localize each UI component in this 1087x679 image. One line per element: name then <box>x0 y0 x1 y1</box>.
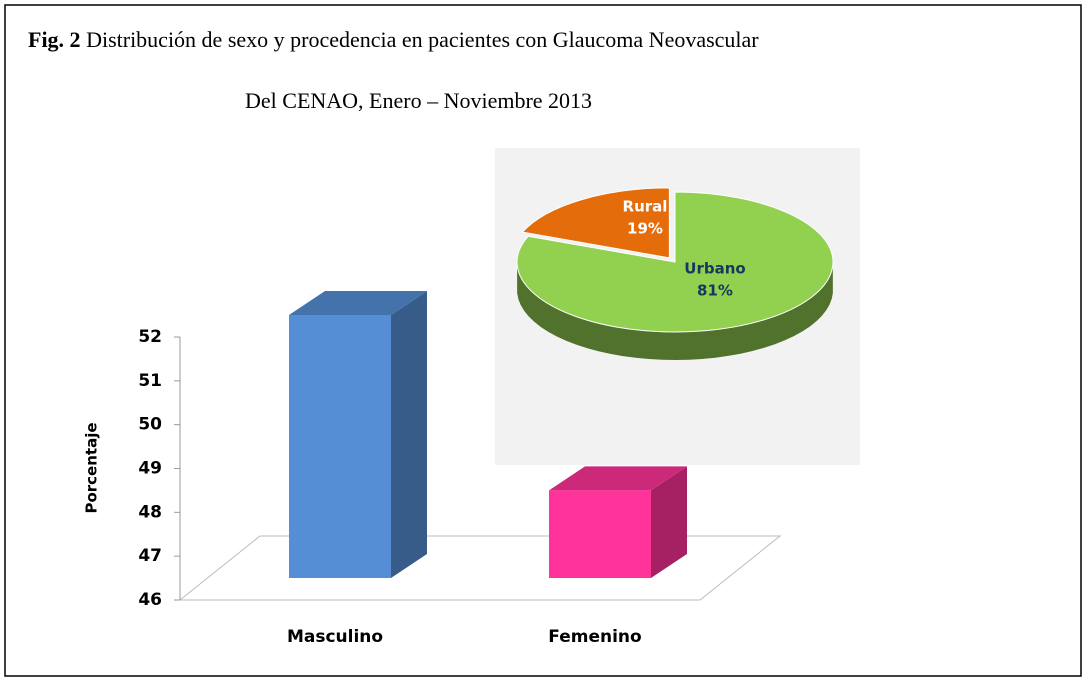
x-tick-label: Femenino <box>548 627 641 647</box>
y-tick-label: 47 <box>138 546 162 566</box>
title: Distribución de sexo y procedencia en pa… <box>86 27 759 52</box>
pie-slice <box>516 191 834 360</box>
bar <box>289 315 391 578</box>
bar-top <box>549 466 687 491</box>
bar <box>549 490 651 578</box>
pie-label: Urbano <box>684 260 745 278</box>
pie-value-label: 19% <box>627 220 663 238</box>
bar-side <box>651 466 687 578</box>
y-tick-label: 52 <box>138 327 162 347</box>
y-tick-label: 49 <box>138 459 162 479</box>
pie-slice-top <box>516 191 834 333</box>
floor <box>178 535 782 601</box>
subtitle: Del CENAO, Enero – Noviembre 2013 <box>245 88 592 113</box>
bar-top <box>289 291 427 315</box>
x-tick-label: Masculino <box>287 627 383 647</box>
pie-slice-top <box>521 187 670 259</box>
pie-label: Rural <box>623 198 668 216</box>
y-tick-label: 46 <box>138 590 162 610</box>
pie-slice-side <box>517 258 833 360</box>
y-tick-label: 48 <box>138 502 162 522</box>
y-tick-label: 51 <box>138 371 162 391</box>
pie-value-label: 81% <box>697 282 733 300</box>
bar-side <box>391 291 427 578</box>
pie-slice <box>521 187 670 259</box>
fig-label: Fig. 2 <box>28 27 81 52</box>
y-tick-label: 50 <box>138 415 162 435</box>
figure-caption: Fig. 2 Distribución de sexo y procedenci… <box>28 27 759 52</box>
y-axis-label: Porcentaje <box>83 422 101 513</box>
